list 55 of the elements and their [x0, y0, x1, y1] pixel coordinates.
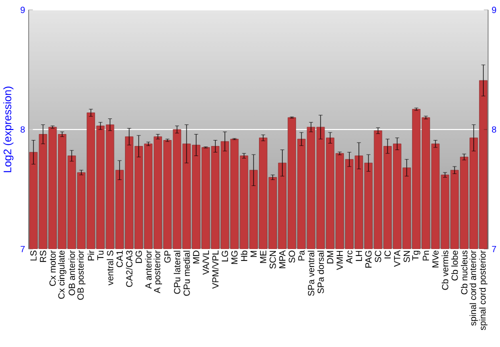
x-tick-label: Tu — [97, 250, 104, 260]
x-tick-label: LG — [222, 250, 228, 262]
x-tick-label: A posterior — [154, 250, 162, 294]
x-tick-label: ME — [260, 250, 266, 263]
y-tick-label: 9 — [20, 6, 25, 13]
x-tick-label: Cx motor — [49, 250, 56, 286]
x-tick-label: MVe — [432, 250, 439, 268]
x-tick-label: Tg — [412, 250, 420, 260]
x-tick-label: Cx cingulate — [58, 250, 66, 299]
x-tick-label: SPa ventral — [308, 250, 314, 296]
y2-tick-label: 7 — [492, 246, 496, 252]
x-tick-label: SN — [404, 250, 410, 262]
x-tick-label: OB posterior — [77, 250, 86, 300]
x-tick-label: SPa dorsal — [317, 250, 324, 294]
x-tick-label: VA/VL — [202, 250, 210, 275]
x-tick-label: Cb nucleus — [460, 250, 468, 294]
x-tick-label: PAG — [365, 250, 372, 268]
x-tick-label: RS — [40, 250, 46, 262]
x-tick-label: VTA — [394, 250, 400, 267]
x-tick-label: SCN — [270, 250, 276, 268]
x-tick-label: Pa — [298, 250, 305, 260]
x-tick-label: VMH — [336, 250, 343, 270]
x-tick-label: VPM/VPL — [212, 250, 219, 289]
x-tick-label: DM — [327, 250, 334, 264]
x-tick-label: GP — [164, 250, 171, 263]
y-axis-title: Log2 (expression) — [3, 86, 14, 172]
x-tick-label: Cb vermis — [442, 250, 448, 290]
x-tick-label: Hb — [240, 250, 248, 261]
x-tick-label: ventral S — [106, 250, 114, 286]
y-tick-label: 7 — [20, 246, 25, 252]
x-tick-label: spinal cord posterior — [479, 250, 488, 330]
x-tick-label: MPA — [279, 250, 286, 268]
y2-tick-label: 8 — [492, 126, 496, 133]
x-tick-label: SO — [288, 250, 296, 263]
x-tick-label: DG — [136, 250, 142, 263]
x-tick-label: A anterior — [145, 250, 152, 289]
x-tick-label: OB anterior — [68, 250, 76, 296]
x-tick-label: Pir — [88, 250, 94, 260]
x-tick-label: CA1 — [116, 250, 123, 267]
x-tick-label: IC — [384, 250, 391, 258]
x-tick-label: LS — [30, 250, 37, 260]
x-tick-label: MD — [193, 250, 200, 264]
x-tick-label: LH — [356, 250, 362, 261]
x-tick-label: spinal cord anterior — [470, 250, 478, 326]
x-tick-label: CPu medial — [183, 250, 190, 296]
x-tick-label: Pn — [422, 250, 429, 260]
x-tick-label: MG — [231, 250, 238, 264]
y-tick-label: 8 — [20, 126, 25, 133]
y2-tick-label: 9 — [492, 6, 496, 13]
x-tick-label: M — [250, 250, 257, 257]
x-tick-label: CPu lateral — [174, 250, 180, 294]
x-tick-label: CA2/CA3 — [126, 250, 132, 287]
x-tick-label: Arc — [346, 250, 352, 264]
x-tick-label: Cb lobe — [451, 250, 458, 280]
x-tick-label: SC — [374, 250, 382, 262]
